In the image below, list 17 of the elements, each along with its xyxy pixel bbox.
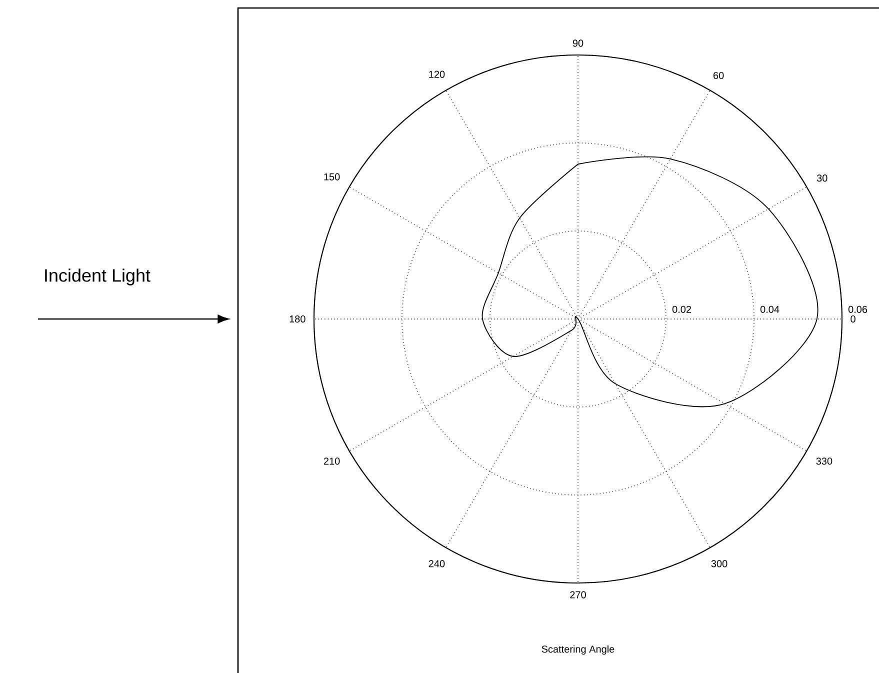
spoke-label: 60 (714, 72, 724, 80)
spoke-label: 240 (428, 560, 445, 568)
y-tick-label: 0.02 (672, 306, 692, 313)
spoke-label: 300 (711, 560, 728, 568)
text: Scattering Angle (542, 645, 614, 655)
y-tick-label: 0.04 (760, 306, 780, 313)
spoke-label: 30 (816, 174, 828, 182)
spoke-label: 150 (324, 173, 340, 180)
spoke-label: 120 (429, 70, 445, 78)
y-tick-label: 0.06 (848, 306, 868, 313)
spoke-label: 270 (570, 591, 586, 598)
spoke-label: 180 (290, 315, 306, 323)
spoke-label: 0 (850, 315, 856, 323)
spoke-label: 90 (572, 40, 584, 47)
spoke-label: 330 (816, 458, 832, 465)
spoke-label: 210 (324, 458, 340, 465)
text: Incident Light (45, 268, 150, 286)
